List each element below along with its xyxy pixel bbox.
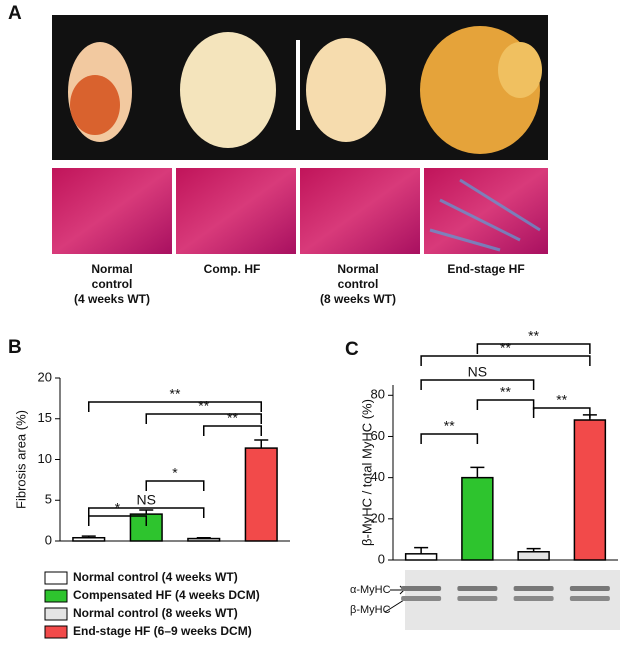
significance-label: ** bbox=[198, 398, 209, 414]
legend-swatch bbox=[44, 607, 68, 621]
error-bar bbox=[139, 509, 154, 515]
gel-label: α-MyHC bbox=[350, 584, 391, 596]
sample-label: Normal bbox=[337, 262, 378, 276]
sample-label: Comp. HF bbox=[204, 262, 261, 276]
fibrosis-stain bbox=[429, 178, 541, 252]
error-bar bbox=[526, 547, 541, 552]
significance-label: ** bbox=[556, 392, 567, 408]
gel-band bbox=[401, 596, 442, 601]
y-tick-label: 15 bbox=[38, 410, 52, 425]
y-axis-title: β-MyHC / total MyHC (%) bbox=[359, 399, 374, 546]
scale-bar bbox=[296, 40, 300, 130]
significance-bracket bbox=[145, 413, 262, 424]
bar bbox=[187, 537, 221, 542]
legend-swatch bbox=[44, 571, 68, 585]
legend-swatch bbox=[44, 589, 68, 603]
bar bbox=[517, 551, 550, 561]
significance-label: ** bbox=[500, 340, 511, 356]
significance-bracket bbox=[88, 507, 205, 518]
significance-label: ** bbox=[500, 384, 511, 400]
histology bbox=[424, 168, 548, 254]
significance-bracket bbox=[88, 401, 262, 412]
y-tick-label: 0 bbox=[45, 532, 52, 547]
legend-label: Compensated HF (4 weeks DCM) bbox=[73, 588, 260, 602]
significance-label: ** bbox=[444, 418, 455, 434]
y-tick-label: 60 bbox=[371, 428, 385, 443]
gel-band bbox=[513, 596, 554, 601]
bar bbox=[404, 553, 438, 561]
panel-letter: B bbox=[8, 337, 22, 358]
y-tick-label: 20 bbox=[371, 510, 385, 525]
gel-band bbox=[401, 586, 442, 591]
bar bbox=[573, 419, 607, 561]
gel-label: β-MyHC bbox=[350, 604, 391, 616]
heart bbox=[70, 75, 120, 135]
legend-swatch bbox=[44, 625, 68, 639]
bar bbox=[72, 536, 106, 542]
y-tick-label: 10 bbox=[38, 451, 52, 466]
error-bar bbox=[470, 466, 485, 478]
significance-label: ** bbox=[170, 386, 181, 402]
gel-band bbox=[457, 596, 498, 601]
panel-letter: C bbox=[345, 339, 359, 360]
significance-label: * bbox=[172, 465, 178, 481]
legend-label: End-stage HF (6–9 weeks DCM) bbox=[73, 624, 252, 638]
y-tick-label: 80 bbox=[371, 387, 385, 402]
panel-letter: A bbox=[8, 3, 22, 24]
significance-label: NS bbox=[137, 492, 156, 508]
heart bbox=[498, 42, 542, 98]
legend-label: Normal control (8 weeks WT) bbox=[73, 606, 238, 620]
significance-label: ** bbox=[528, 328, 539, 344]
error-bar bbox=[414, 546, 429, 554]
bar bbox=[461, 476, 494, 561]
sample-label: (8 weeks WT) bbox=[320, 292, 396, 306]
heart bbox=[180, 32, 276, 148]
sample-label: control bbox=[92, 277, 133, 291]
significance-bracket bbox=[420, 379, 535, 390]
sample-label: control bbox=[338, 277, 379, 291]
legend-label: Normal control (4 weeks WT) bbox=[73, 570, 238, 584]
significance-label: * bbox=[115, 500, 121, 516]
sample-label: End-stage HF bbox=[447, 262, 524, 276]
sample-label: Normal bbox=[91, 262, 132, 276]
significance-bracket bbox=[88, 515, 147, 526]
significance-bracket bbox=[203, 425, 262, 436]
bar bbox=[244, 447, 278, 542]
sample-label: (4 weeks WT) bbox=[74, 292, 150, 306]
histology bbox=[176, 168, 296, 254]
error-bar bbox=[196, 536, 211, 539]
gel-band bbox=[457, 586, 498, 591]
error-bar bbox=[254, 439, 269, 449]
bar bbox=[129, 513, 163, 542]
heart bbox=[306, 38, 386, 142]
significance-bracket bbox=[532, 407, 591, 418]
histology bbox=[52, 168, 172, 254]
y-tick-label: 0 bbox=[378, 551, 385, 566]
gel-band bbox=[569, 586, 610, 591]
significance-bracket bbox=[476, 343, 591, 354]
y-tick-label: 40 bbox=[371, 469, 385, 484]
significance-bracket bbox=[476, 399, 535, 410]
significance-bracket bbox=[420, 433, 479, 444]
y-axis-title: Fibrosis area (%) bbox=[13, 410, 28, 509]
significance-label: ** bbox=[227, 410, 238, 426]
gel-band bbox=[513, 586, 554, 591]
y-tick-label: 20 bbox=[38, 369, 52, 384]
significance-bracket bbox=[145, 480, 205, 491]
histology bbox=[300, 168, 420, 254]
error-bar bbox=[81, 535, 96, 538]
significance-label: NS bbox=[468, 364, 487, 380]
significance-bracket bbox=[420, 355, 591, 366]
gel-band bbox=[569, 596, 610, 601]
y-tick-label: 5 bbox=[45, 492, 52, 507]
